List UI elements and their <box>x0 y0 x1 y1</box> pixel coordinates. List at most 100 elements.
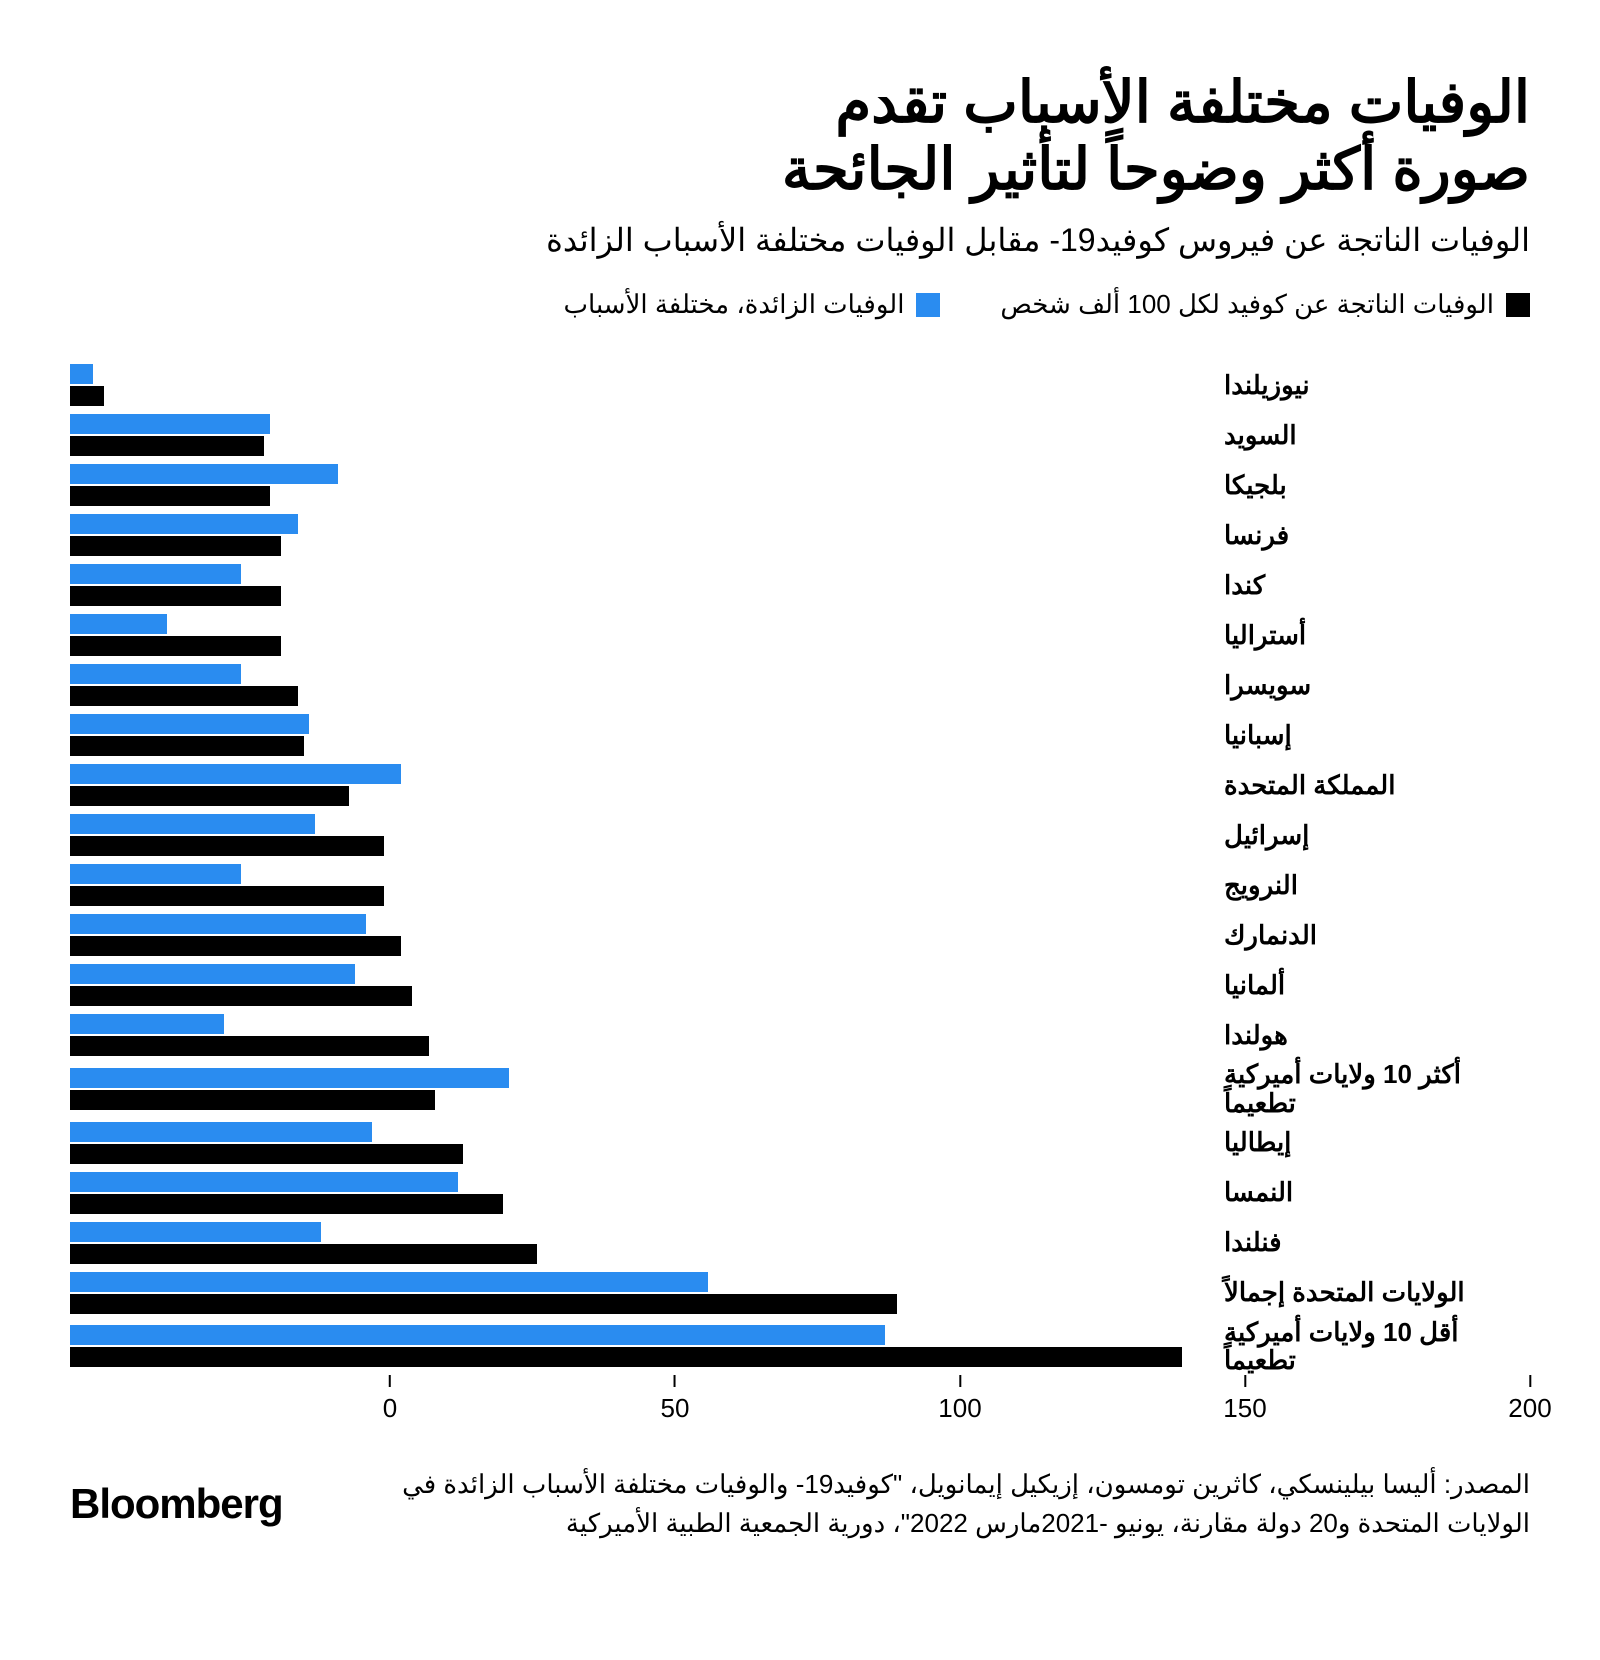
row-label: الدنمارك <box>1210 921 1530 950</box>
row-label: أكثر 10 ولايات أميركية تطعيماً <box>1210 1060 1530 1117</box>
title-line-1: الوفيات مختلفة الأسباب تقدم <box>835 70 1530 135</box>
bars-inner <box>70 710 1210 760</box>
bar-covid <box>70 936 401 956</box>
row-label: المملكة المتحدة <box>1210 771 1530 800</box>
axis-track: 050100150200 <box>390 1375 1530 1425</box>
row-bars <box>70 1168 1210 1218</box>
row-label: بلجيكا <box>1210 471 1530 500</box>
bar-covid <box>70 586 281 606</box>
axis-spacer <box>70 1375 390 1425</box>
bar-excess <box>70 1172 458 1192</box>
tick-mark <box>959 1375 961 1387</box>
row-bars <box>70 660 1210 710</box>
bar-covid <box>70 686 298 706</box>
row-label: الولايات المتحدة إجمالاً <box>1210 1278 1530 1307</box>
bar-excess <box>70 1272 708 1292</box>
tick-mark <box>1244 1375 1246 1387</box>
tick-label: 200 <box>1508 1393 1551 1424</box>
row-label: هولندا <box>1210 1021 1530 1050</box>
bars-inner <box>70 1010 1210 1060</box>
bar-covid <box>70 786 349 806</box>
chart-subtitle: الوفيات الناتجة عن فيروس كوفيد19- مقابل … <box>70 221 1530 259</box>
axis-tick: 50 <box>661 1375 690 1424</box>
bars-inner <box>70 460 1210 510</box>
row-bars <box>70 910 1210 960</box>
bar-excess <box>70 1325 885 1345</box>
bar-excess <box>70 964 355 984</box>
bar-excess <box>70 1068 509 1088</box>
chart-row: سويسرا <box>70 660 1530 710</box>
chart-row: أقل 10 ولايات أميركية تطعيماً <box>70 1318 1530 1375</box>
bar-excess <box>70 1222 321 1242</box>
bars-inner <box>70 1064 1210 1114</box>
row-label: فنلندا <box>1210 1228 1530 1257</box>
bar-covid <box>70 486 270 506</box>
chart-row: نيوزيلندا <box>70 360 1530 410</box>
row-label: إيطاليا <box>1210 1128 1530 1157</box>
chart-row: إيطاليا <box>70 1118 1530 1168</box>
chart-row: فرنسا <box>70 510 1530 560</box>
row-label: النرويج <box>1210 871 1530 900</box>
row-label: نيوزيلندا <box>1210 371 1530 400</box>
bar-excess <box>70 514 298 534</box>
row-bars <box>70 1321 1210 1371</box>
row-label: كندا <box>1210 571 1530 600</box>
bars-inner <box>70 1321 1210 1371</box>
bars-inner <box>70 860 1210 910</box>
chart-row: هولندا <box>70 1010 1530 1060</box>
x-axis: 050100150200 <box>70 1375 1530 1425</box>
chart-title: الوفيات مختلفة الأسباب تقدم صورة أكثر وض… <box>70 70 1530 203</box>
bar-covid <box>70 736 304 756</box>
bar-excess <box>70 714 309 734</box>
bar-excess <box>70 764 401 784</box>
row-bars <box>70 960 1210 1010</box>
row-label: أقل 10 ولايات أميركية تطعيماً <box>1210 1318 1530 1375</box>
bar-excess <box>70 364 93 384</box>
row-label: ألمانيا <box>1210 971 1530 1000</box>
chart-row: النرويج <box>70 860 1530 910</box>
bar-covid <box>70 986 412 1006</box>
bar-excess <box>70 1122 372 1142</box>
chart-row: السويد <box>70 410 1530 460</box>
bar-excess <box>70 864 241 884</box>
chart-row: الولايات المتحدة إجمالاً <box>70 1268 1530 1318</box>
tick-mark <box>674 1375 676 1387</box>
brand-logo: Bloomberg <box>70 1480 283 1528</box>
bar-covid <box>70 1347 1182 1367</box>
bars-inner <box>70 1268 1210 1318</box>
tick-mark <box>389 1375 391 1387</box>
tick-mark <box>1529 1375 1531 1387</box>
row-bars <box>70 1268 1210 1318</box>
source-text: المصدر: أليسا بيلينسكي، كاثرين تومسون، إ… <box>323 1465 1530 1543</box>
bars-inner <box>70 910 1210 960</box>
chart-row: ألمانيا <box>70 960 1530 1010</box>
chart-row: إسبانيا <box>70 710 1530 760</box>
axis-tick: 100 <box>938 1375 981 1424</box>
legend-item-covid: الوفيات الناتجة عن كوفيد لكل 100 ألف شخص <box>1000 289 1530 320</box>
row-bars <box>70 860 1210 910</box>
bars-inner <box>70 1168 1210 1218</box>
row-label: إسرائيل <box>1210 821 1530 850</box>
footer: المصدر: أليسا بيلينسكي، كاثرين تومسون، إ… <box>70 1465 1530 1543</box>
bar-covid <box>70 1090 435 1110</box>
row-bars <box>70 1218 1210 1268</box>
bar-covid <box>70 836 384 856</box>
tick-label: 100 <box>938 1393 981 1424</box>
row-bars <box>70 410 1210 460</box>
bar-covid <box>70 1194 503 1214</box>
bars-inner <box>70 610 1210 660</box>
bars-inner <box>70 810 1210 860</box>
axis-tick: 200 <box>1508 1375 1551 1424</box>
title-line-2: صورة أكثر وضوحاً لتأثير الجائحة <box>782 137 1530 202</box>
bar-covid <box>70 386 104 406</box>
bar-covid <box>70 1244 537 1264</box>
tick-label: 0 <box>383 1393 397 1424</box>
chart-row: أستراليا <box>70 610 1530 660</box>
bar-covid <box>70 1036 429 1056</box>
row-bars <box>70 1118 1210 1168</box>
bar-excess <box>70 664 241 684</box>
row-bars <box>70 1064 1210 1114</box>
row-label: أستراليا <box>1210 621 1530 650</box>
bar-excess <box>70 614 167 634</box>
chart-row: المملكة المتحدة <box>70 760 1530 810</box>
